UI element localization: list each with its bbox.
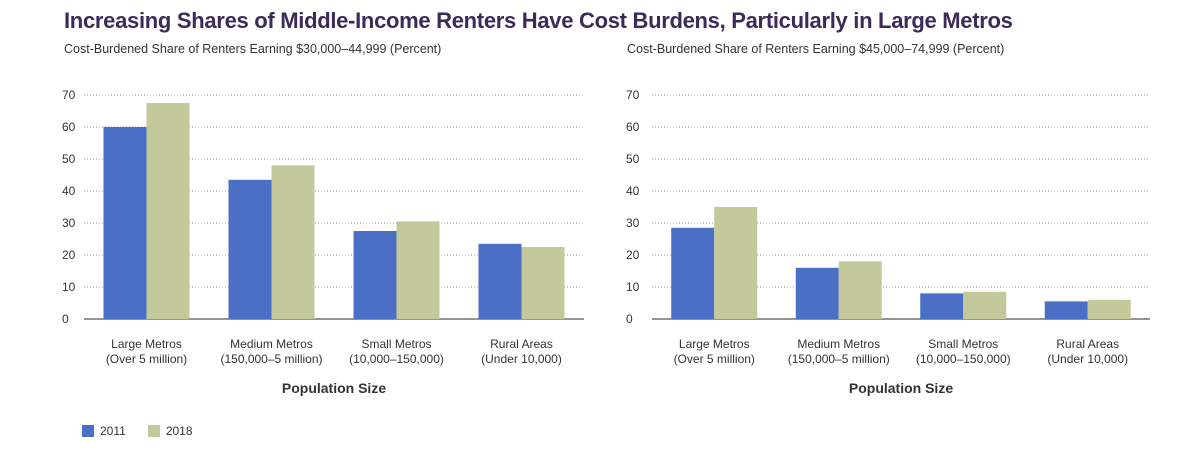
y-tick-label: 0 bbox=[626, 312, 633, 326]
x-tick-label: Large Metros bbox=[679, 337, 750, 351]
bar-2011 bbox=[671, 227, 715, 319]
chart-right: 0 10 20 30 40 50 60 70 Large Metros(Over 5 milli… bbox=[626, 88, 1150, 396]
bar-2011 bbox=[795, 267, 839, 319]
legend-item-2011: 2011 bbox=[82, 424, 126, 438]
chart-left-title: Cost-Burdened Share of Renters Earning $… bbox=[64, 42, 442, 56]
legend: 2011 2018 bbox=[82, 424, 215, 438]
y-tick-label: 20 bbox=[626, 248, 640, 262]
y-tick-label: 50 bbox=[626, 152, 640, 166]
bar-2011 bbox=[228, 179, 272, 319]
bar-2011 bbox=[353, 231, 397, 319]
bar-2011 bbox=[920, 293, 964, 319]
y-tick-label: 60 bbox=[62, 120, 76, 134]
x-tick-label: Large Metros bbox=[111, 337, 182, 351]
y-tick-label: 70 bbox=[62, 88, 76, 102]
legend-swatch-2018 bbox=[147, 425, 160, 437]
bar-2018 bbox=[521, 247, 565, 319]
x-tick-label: (10,000–150,000) bbox=[349, 352, 444, 366]
y-tick-label: 10 bbox=[62, 280, 76, 294]
x-tick-label: (Over 5 million) bbox=[106, 352, 187, 366]
legend-label-2018: 2018 bbox=[165, 424, 193, 438]
x-tick-label: Small Metros bbox=[361, 337, 431, 351]
y-tick-label: 20 bbox=[62, 248, 76, 262]
x-tick-label: Rural Areas bbox=[1056, 337, 1119, 351]
y-tick-label: 40 bbox=[626, 184, 640, 198]
x-tick-label: Rural Areas bbox=[490, 337, 553, 351]
x-tick-label: (150,000–5 million) bbox=[788, 352, 890, 366]
x-tick-label: (Over 5 million) bbox=[674, 352, 755, 366]
bar-2011 bbox=[103, 127, 147, 319]
x-tick-label: (10,000–150,000) bbox=[916, 352, 1011, 366]
x-tick-label: (150,000–5 million) bbox=[220, 352, 322, 366]
y-tick-label: 70 bbox=[626, 88, 640, 102]
y-tick-label: 60 bbox=[626, 120, 640, 134]
x-tick-label: Small Metros bbox=[928, 337, 998, 351]
x-tick-label: (Under 10,000) bbox=[1047, 352, 1128, 366]
y-tick-label: 30 bbox=[62, 216, 76, 230]
y-tick-label: 10 bbox=[626, 280, 640, 294]
legend-label-2011: 2011 bbox=[100, 424, 126, 438]
bar-2018 bbox=[714, 207, 758, 319]
y-tick-label: 30 bbox=[626, 216, 640, 230]
y-tick-label: 0 bbox=[62, 312, 69, 326]
bar-2018 bbox=[146, 103, 190, 319]
page-title: Increasing Shares of Middle-Income Rente… bbox=[64, 8, 1013, 33]
x-axis-title: Population Size bbox=[849, 380, 953, 396]
x-tick-label: Medium Metros bbox=[797, 337, 880, 351]
bar-2018 bbox=[963, 291, 1007, 319]
chart-left: 0 10 20 30 40 50 60 70 Large Metros(Over 5 milli… bbox=[62, 88, 584, 396]
y-tick-label: 40 bbox=[62, 184, 76, 198]
legend-item-2018: 2018 bbox=[147, 424, 193, 438]
bar-2018 bbox=[271, 165, 315, 319]
legend-swatch-2011 bbox=[82, 425, 94, 437]
bar-2011 bbox=[478, 243, 522, 319]
bar-2018 bbox=[838, 261, 882, 319]
bar-2018 bbox=[1087, 299, 1131, 319]
chart-right-title: Cost-Burdened Share of Renters Earning $… bbox=[627, 42, 1005, 56]
x-axis-title: Population Size bbox=[282, 380, 386, 396]
x-tick-label: (Under 10,000) bbox=[481, 352, 562, 366]
bar-2011 bbox=[1044, 301, 1088, 319]
y-tick-label: 50 bbox=[62, 152, 76, 166]
bar-2018 bbox=[396, 221, 440, 319]
x-tick-label: Medium Metros bbox=[230, 337, 313, 351]
